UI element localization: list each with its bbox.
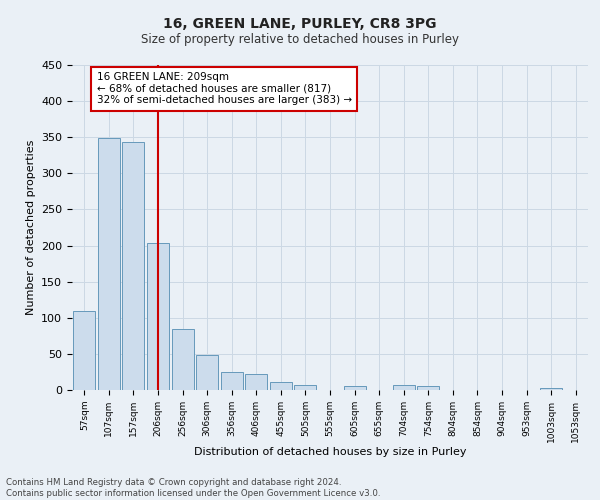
Text: 16 GREEN LANE: 209sqm
← 68% of detached houses are smaller (817)
32% of semi-det: 16 GREEN LANE: 209sqm ← 68% of detached … <box>97 72 352 106</box>
Text: Contains HM Land Registry data © Crown copyright and database right 2024.
Contai: Contains HM Land Registry data © Crown c… <box>6 478 380 498</box>
Bar <box>270 382 292 390</box>
Bar <box>245 374 268 390</box>
Bar <box>196 356 218 390</box>
Bar <box>295 385 316 390</box>
Bar <box>122 142 145 390</box>
Bar <box>172 328 194 390</box>
Bar <box>540 388 562 390</box>
Bar <box>147 242 169 390</box>
X-axis label: Distribution of detached houses by size in Purley: Distribution of detached houses by size … <box>194 448 466 458</box>
Bar <box>221 372 243 390</box>
Bar <box>73 310 95 390</box>
Text: 16, GREEN LANE, PURLEY, CR8 3PG: 16, GREEN LANE, PURLEY, CR8 3PG <box>163 18 437 32</box>
Bar <box>417 386 439 390</box>
Bar <box>98 138 120 390</box>
Bar <box>344 386 365 390</box>
Bar <box>392 385 415 390</box>
Text: Size of property relative to detached houses in Purley: Size of property relative to detached ho… <box>141 32 459 46</box>
Y-axis label: Number of detached properties: Number of detached properties <box>26 140 35 315</box>
